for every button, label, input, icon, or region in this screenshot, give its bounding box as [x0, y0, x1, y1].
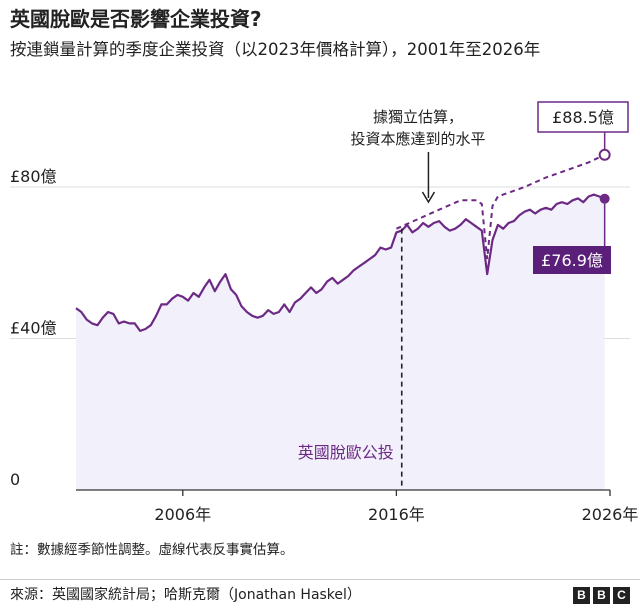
bbc-logo-letter: B: [593, 587, 610, 604]
actual-end-point: [599, 193, 610, 204]
counterfactual-end-point: [598, 148, 611, 161]
y-tick-label: £80億: [10, 167, 57, 186]
bbc-logo: B B C: [573, 587, 630, 604]
actual-end-label: £76.9億: [541, 251, 603, 270]
actual-area-fill: [76, 194, 605, 490]
chart-note: 註：數據經季節性調整。虛線代表反事實估算。: [10, 542, 294, 558]
bbc-logo-letter: C: [613, 587, 630, 604]
chart-subtitle: 按連鎖量計算的季度企業投資（以2023年價格計算），2001年至2026年: [10, 40, 541, 59]
referendum-label: 英國脫歐公投: [298, 443, 394, 462]
x-tick-label: 2026年: [582, 505, 639, 524]
bbc-logo-letter: B: [573, 587, 590, 604]
y-tick-label: £40億: [10, 319, 57, 338]
counterfactual-note-line1: 據獨立估算，: [373, 108, 463, 126]
counterfactual-note-line2: 投資本應達到的水平: [350, 130, 485, 148]
chart-title: 英國脫歐是否影響企業投資?: [10, 7, 262, 31]
annotation-arrow-head: [421, 191, 436, 204]
x-tick-label: 2016年: [368, 505, 425, 524]
footer-divider: [0, 579, 640, 580]
counterfactual-series-line: [395, 153, 606, 260]
actual-label-box: [533, 246, 611, 274]
counterfactual-label-box: [537, 101, 629, 133]
counterfactual-end-label: £88.5億: [552, 108, 614, 127]
y-tick-label: 0: [10, 470, 20, 489]
source-text: 來源：英國國家統計局；哈斯克爾（Jonathan Haskel）: [10, 587, 361, 603]
actual-series-line: [75, 193, 606, 332]
x-tick-label: 2006年: [154, 505, 211, 524]
